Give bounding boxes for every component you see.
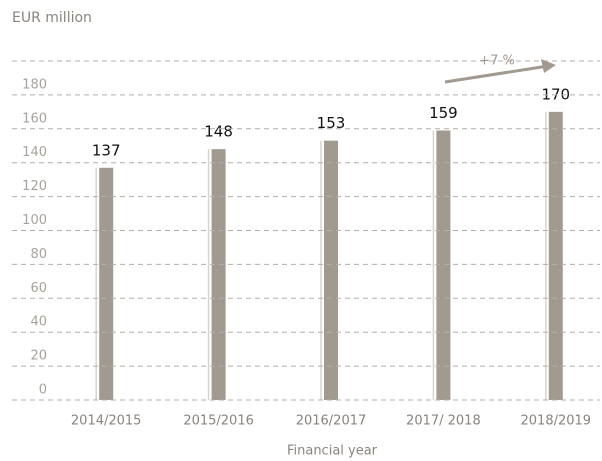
trend-arrow xyxy=(444,64,549,84)
x-axis-label: Financial year xyxy=(287,444,378,459)
value-label: 153 xyxy=(317,114,346,132)
y-tick-label: 60 xyxy=(30,281,47,296)
y-tick-label: 0 xyxy=(39,383,47,398)
x-tick-label: 2014/2015 xyxy=(71,414,142,429)
y-tick-label: 120 xyxy=(22,179,47,194)
value-label: 159 xyxy=(429,104,458,122)
x-tick-label: 2017/ 2018 xyxy=(406,414,481,429)
annotation: +7 % xyxy=(479,54,515,69)
y-tick-label: 20 xyxy=(30,349,47,364)
bar xyxy=(548,111,563,400)
bar xyxy=(436,130,451,400)
x-tick-label: 2015/2016 xyxy=(183,414,254,429)
y-tick-label: 80 xyxy=(30,247,47,262)
y-tick-label: 140 xyxy=(22,145,47,160)
y-axis-label: EUR million xyxy=(12,10,92,26)
bar xyxy=(99,167,114,400)
bar xyxy=(324,140,338,401)
value-label: 137 xyxy=(92,141,121,159)
value-label: 148 xyxy=(204,123,233,141)
x-tick-label: 2016/2017 xyxy=(296,414,367,429)
y-tick-label: 100 xyxy=(22,213,47,228)
value-label: 170 xyxy=(541,85,570,103)
arrow-head xyxy=(541,59,556,73)
y-tick-label: 40 xyxy=(30,315,47,330)
bar xyxy=(211,149,226,400)
y-tick-label: 160 xyxy=(22,111,47,126)
x-tick-label: 2018/2019 xyxy=(521,414,592,429)
y-tick-label: 180 xyxy=(22,77,47,92)
